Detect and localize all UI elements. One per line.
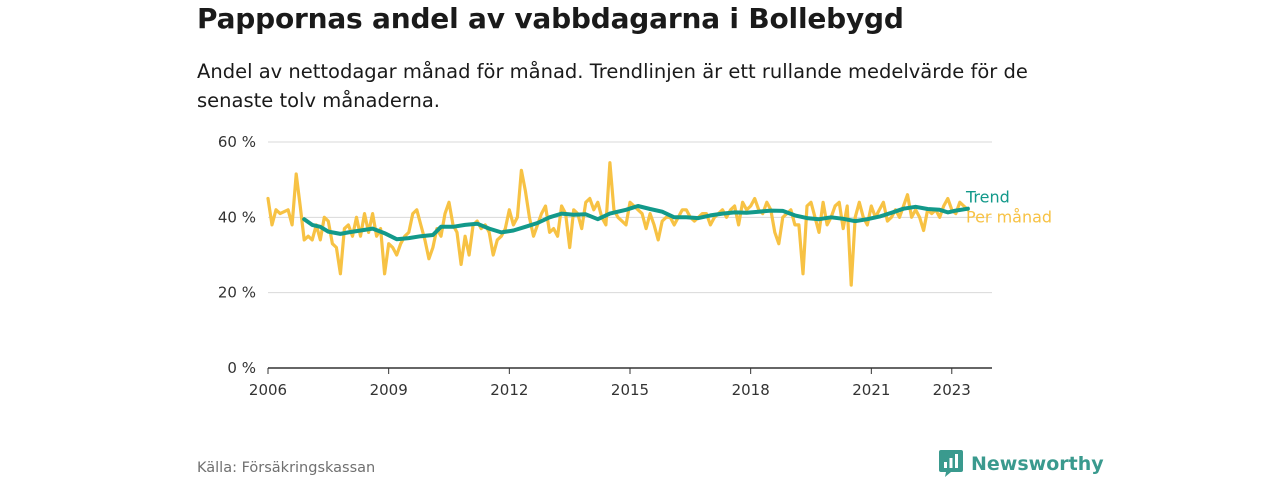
x-tick-label: 2023 [933, 381, 971, 399]
x-tick-label: 2021 [852, 381, 890, 399]
y-axis-ticks: 0 % 20 % 40 % 60 % [218, 133, 256, 377]
x-axis-ticks: 2006 2009 2012 2015 2018 2021 2023 [249, 368, 971, 399]
x-tick-label: 2018 [732, 381, 770, 399]
y-tick-label: 0 % [227, 359, 256, 377]
page-subtitle: Andel av nettodagar månad för månad. Tre… [197, 60, 1028, 112]
series-lines [266, 161, 970, 287]
x-tick-label: 2012 [490, 381, 528, 399]
x-tick-label: 2009 [370, 381, 408, 399]
grid-lines [268, 141, 992, 369]
trend-series-line [302, 204, 970, 242]
brand-logo[interactable]: Newsworthy [939, 450, 1104, 478]
bar-chart-speech-bubble-icon [939, 450, 963, 477]
page-title: Pappornas andel av vabbdagarna i Bolleby… [197, 2, 904, 35]
x-tick-label: 2015 [611, 381, 649, 399]
y-tick-label: 20 % [218, 284, 256, 302]
y-tick-label: 40 % [218, 208, 256, 226]
brand-name: Newsworthy [971, 453, 1104, 475]
trend-series-label: Trend [965, 188, 1010, 207]
monthly-series-label: Per månad [966, 208, 1052, 227]
source-note: Källa: Försäkringskassan [197, 460, 376, 476]
monthly-series-line [266, 161, 970, 287]
y-tick-label: 60 % [218, 133, 256, 151]
x-tick-label: 2006 [249, 381, 287, 399]
line-chart: 0 % 20 % 40 % 60 % 2006 2009 2012 2015 2018 2021… [218, 133, 1052, 399]
